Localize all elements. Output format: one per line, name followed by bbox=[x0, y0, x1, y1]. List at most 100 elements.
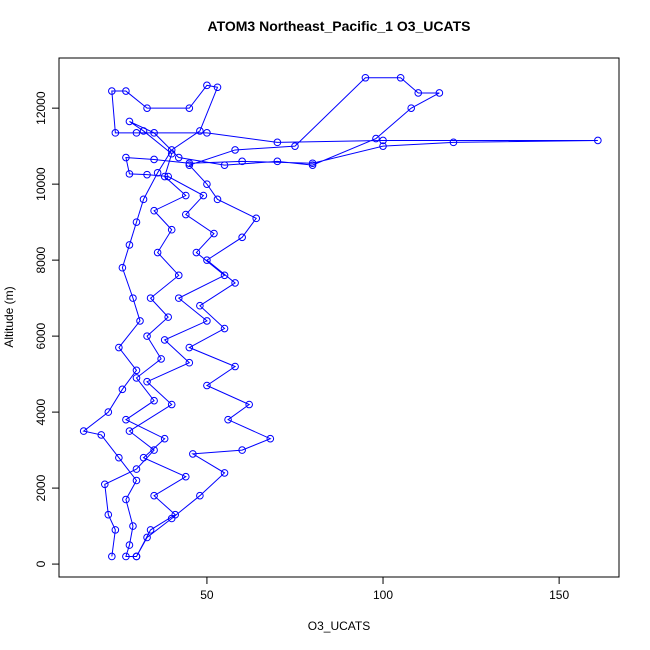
data-point bbox=[125, 427, 134, 435]
data-point bbox=[238, 157, 246, 166]
data-point bbox=[213, 83, 222, 92]
data-point bbox=[308, 161, 317, 169]
data-point bbox=[150, 396, 158, 405]
data-point bbox=[150, 491, 158, 500]
data-point bbox=[185, 358, 194, 367]
x-tick-label: 50 bbox=[200, 588, 214, 602]
data-point bbox=[129, 522, 137, 530]
data-point bbox=[118, 385, 127, 394]
data-point bbox=[174, 294, 183, 302]
data-line bbox=[82, 77, 598, 557]
data-point bbox=[104, 408, 113, 416]
data-point bbox=[273, 157, 282, 166]
data-point bbox=[407, 104, 416, 112]
data-point bbox=[132, 218, 141, 226]
data-point bbox=[160, 336, 169, 344]
data-point bbox=[139, 195, 148, 204]
data-point bbox=[171, 510, 180, 519]
data-point bbox=[122, 415, 130, 424]
data-point bbox=[379, 142, 387, 150]
y-tick-label: 8000 bbox=[34, 246, 48, 273]
data-point bbox=[132, 476, 141, 485]
y-axis-label: Altitude (m) bbox=[2, 286, 16, 347]
data-point bbox=[150, 206, 158, 215]
data-point bbox=[196, 127, 204, 135]
data-point bbox=[108, 87, 116, 95]
data-point bbox=[220, 161, 229, 169]
data-point bbox=[203, 317, 211, 325]
data-point bbox=[196, 301, 204, 310]
y-tick-label: 10000 bbox=[34, 167, 48, 201]
data-point bbox=[414, 89, 423, 97]
data-point bbox=[146, 294, 155, 302]
data-point bbox=[181, 472, 190, 481]
data-point bbox=[266, 434, 275, 443]
data-point bbox=[213, 195, 222, 204]
data-point bbox=[291, 142, 299, 150]
data-point bbox=[379, 136, 387, 145]
data-point bbox=[132, 552, 141, 561]
data-point bbox=[143, 104, 151, 112]
data-point bbox=[245, 400, 253, 409]
data-point bbox=[308, 159, 317, 168]
data-point bbox=[164, 313, 172, 321]
data-point bbox=[132, 465, 141, 473]
data-point bbox=[157, 355, 165, 363]
data-point bbox=[203, 129, 211, 137]
data-point bbox=[238, 446, 246, 454]
data-point bbox=[174, 271, 183, 280]
data-point bbox=[139, 127, 148, 135]
data-point bbox=[153, 168, 162, 177]
data-point bbox=[181, 191, 190, 200]
data-point bbox=[185, 104, 194, 112]
data-point bbox=[167, 400, 176, 409]
data-point bbox=[111, 129, 120, 137]
data-point bbox=[203, 256, 211, 264]
data-point bbox=[185, 161, 194, 169]
data-point bbox=[125, 117, 134, 126]
data-point bbox=[136, 317, 144, 325]
data-point bbox=[115, 453, 123, 462]
data-point bbox=[185, 343, 194, 352]
data-point bbox=[150, 446, 158, 454]
data-point bbox=[231, 279, 239, 287]
data-point bbox=[238, 233, 246, 242]
data-point bbox=[143, 533, 151, 542]
data-point bbox=[167, 149, 176, 158]
data-point bbox=[224, 415, 232, 424]
data-point bbox=[361, 73, 370, 82]
data-point bbox=[132, 366, 141, 375]
data-point bbox=[79, 427, 88, 435]
data-point bbox=[153, 248, 162, 257]
data-point bbox=[189, 450, 197, 458]
data-point bbox=[174, 153, 183, 162]
data-point bbox=[372, 134, 380, 143]
data-point bbox=[210, 229, 218, 238]
data-point bbox=[164, 172, 172, 181]
data-point bbox=[125, 541, 134, 549]
y-tick-label: 6000 bbox=[34, 322, 48, 349]
data-point bbox=[122, 495, 130, 504]
plot-frame bbox=[58, 57, 620, 578]
data-point bbox=[199, 191, 208, 200]
y-tick-label: 2000 bbox=[34, 474, 48, 501]
data-point bbox=[160, 434, 169, 443]
data-point bbox=[100, 480, 109, 489]
data-point bbox=[220, 324, 229, 333]
data-point bbox=[108, 552, 116, 561]
data-point bbox=[125, 170, 134, 178]
y-tick-label: 12000 bbox=[34, 91, 48, 125]
data-point bbox=[146, 526, 155, 534]
data-point bbox=[150, 129, 158, 137]
data-point bbox=[129, 294, 137, 302]
data-point bbox=[203, 381, 211, 390]
data-point bbox=[167, 146, 176, 154]
data-point bbox=[143, 170, 151, 179]
x-axis-label: O3_UCATS bbox=[308, 619, 370, 633]
data-point bbox=[396, 73, 405, 82]
data-point bbox=[220, 469, 229, 477]
data-point bbox=[97, 431, 106, 439]
data-point bbox=[594, 136, 602, 145]
